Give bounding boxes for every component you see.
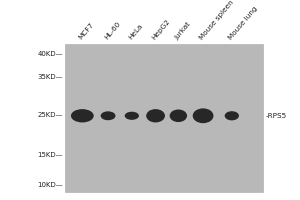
Text: 15KD—: 15KD— bbox=[38, 152, 63, 158]
Text: 40KD—: 40KD— bbox=[38, 51, 63, 57]
Ellipse shape bbox=[146, 109, 165, 122]
Text: Mouse lung: Mouse lung bbox=[227, 5, 259, 41]
Text: 35KD—: 35KD— bbox=[38, 74, 63, 80]
Ellipse shape bbox=[125, 112, 139, 120]
Ellipse shape bbox=[193, 108, 214, 123]
Text: Mouse spleen: Mouse spleen bbox=[199, 0, 235, 41]
Text: HL-60: HL-60 bbox=[103, 21, 122, 41]
Ellipse shape bbox=[100, 111, 116, 120]
Text: Jurkat: Jurkat bbox=[174, 21, 192, 41]
Ellipse shape bbox=[169, 109, 187, 122]
Text: HeLa: HeLa bbox=[127, 23, 144, 41]
Bar bbox=[64, 44, 262, 192]
Text: HepG2: HepG2 bbox=[151, 18, 172, 41]
Ellipse shape bbox=[71, 109, 94, 122]
Text: MCF7: MCF7 bbox=[78, 22, 95, 41]
Text: 10KD—: 10KD— bbox=[37, 182, 63, 188]
Text: -RPS5: -RPS5 bbox=[266, 113, 287, 119]
Text: 25KD—: 25KD— bbox=[38, 112, 63, 118]
Ellipse shape bbox=[225, 111, 239, 120]
